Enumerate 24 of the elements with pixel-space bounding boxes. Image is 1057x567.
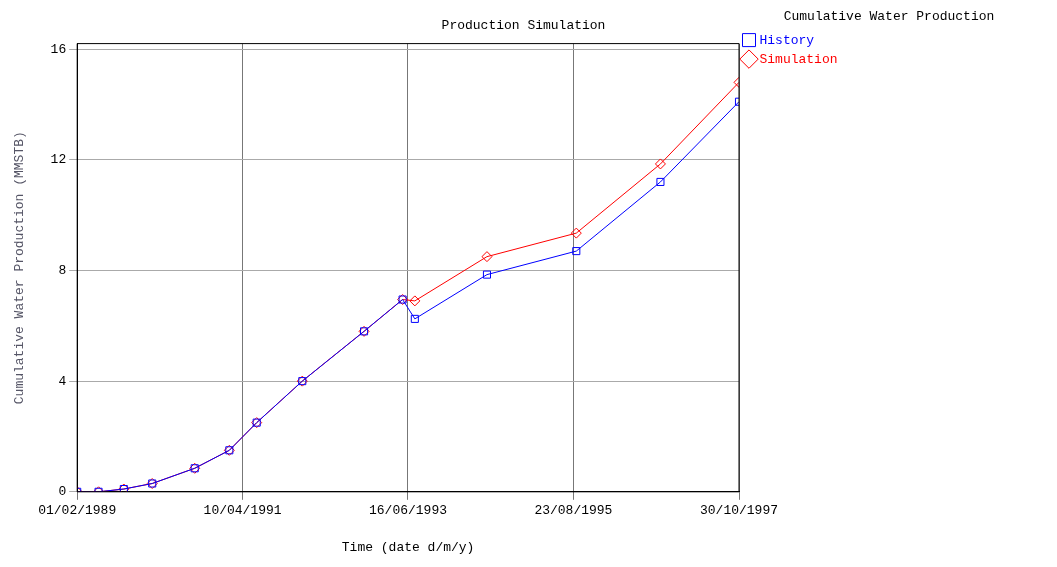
point xyxy=(572,247,581,256)
point xyxy=(482,270,491,279)
point xyxy=(409,295,421,307)
chart-title: Production Simulation xyxy=(441,18,606,34)
y-tick-label: 0 xyxy=(58,484,67,500)
x-tick-label: 16/06/1993 xyxy=(368,503,448,519)
point xyxy=(654,158,666,170)
legend-label: History xyxy=(759,32,815,48)
y-axis-title: Cumulative Water Production (MMSTB) xyxy=(12,131,28,405)
x-tick-label: 30/10/1997 xyxy=(699,503,779,519)
y-tick-label: 8 xyxy=(58,262,67,278)
legend-label: Simulation xyxy=(759,51,838,67)
y-tick-label: 16 xyxy=(50,41,67,57)
legend-title: Cumulative Water Production xyxy=(783,8,995,24)
point xyxy=(410,314,419,323)
y-tick-label: 4 xyxy=(58,373,67,389)
x-tick-label: 10/04/1991 xyxy=(203,503,282,519)
point xyxy=(570,227,582,239)
point xyxy=(656,177,665,186)
point xyxy=(481,251,493,263)
y-tick-label: 12 xyxy=(50,152,67,168)
x-tick-label: 23/08/1995 xyxy=(534,503,613,519)
x-tick-label: 01/02/1989 xyxy=(38,503,117,519)
x-axis-title: Time (date d/m/y) xyxy=(341,539,475,555)
